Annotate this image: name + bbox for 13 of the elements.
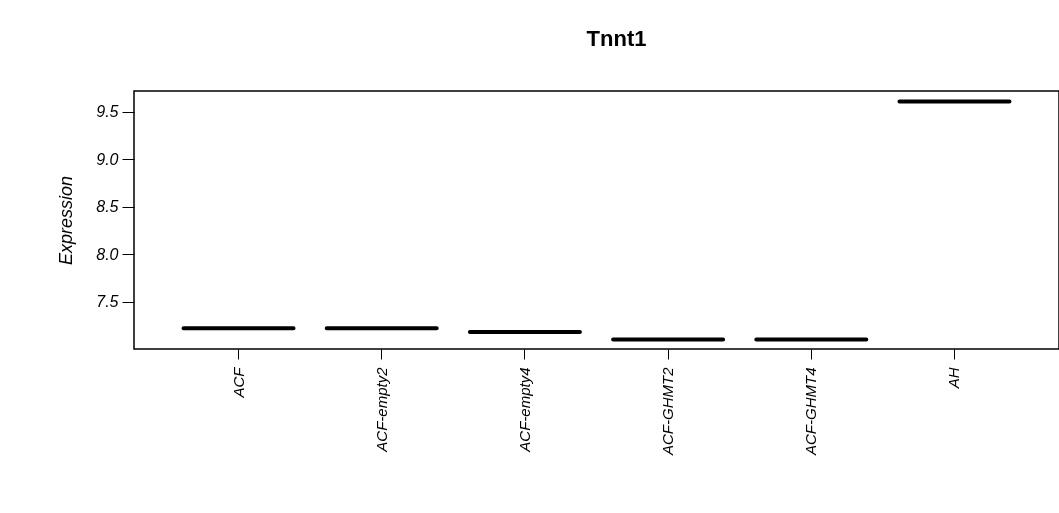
y-tick-label: 7.5	[96, 293, 119, 311]
y-tick-label: 9.5	[96, 103, 119, 121]
x-tick-label: ACF-GHMT2	[659, 366, 677, 456]
y-axis-title: Expression	[56, 175, 77, 266]
y-tick-label: 8.5	[96, 198, 119, 216]
y-tick-label: 8.0	[96, 245, 119, 263]
x-tick-label: ACF-empty2	[372, 366, 390, 453]
x-tick-label: ACF-empty4	[515, 367, 533, 453]
x-tick-label: ACF	[229, 366, 247, 399]
chart-title: Tnnt1	[586, 26, 647, 51]
x-tick-label: ACF-GHMT4	[802, 367, 820, 456]
y-tick-label: 9.0	[96, 150, 119, 168]
x-tick-label: AH	[945, 367, 963, 390]
